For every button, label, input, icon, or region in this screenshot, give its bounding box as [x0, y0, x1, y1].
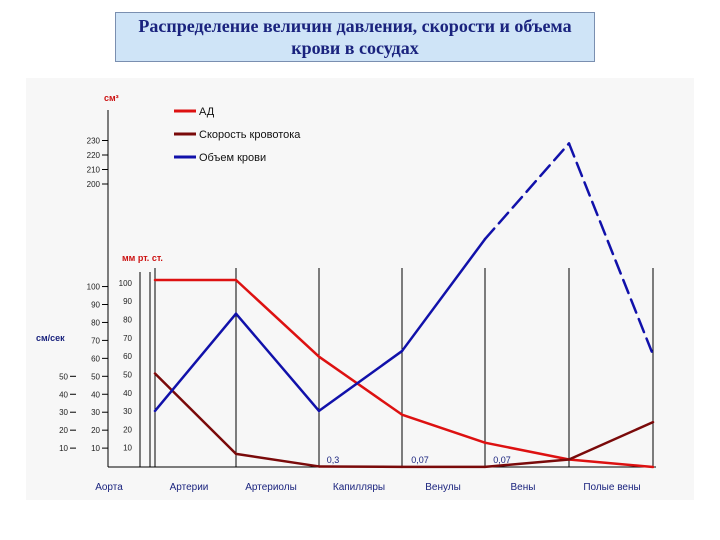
volume-tick-label: 230: [87, 137, 101, 146]
chart-title-box: Распределение величин давления, скорости…: [115, 12, 595, 62]
data-annotation: 0,3: [327, 455, 340, 465]
pressure-tick-label: 60: [123, 352, 132, 361]
category-label: Артериолы: [245, 482, 297, 493]
velocity-short-tick-label: 20: [59, 426, 68, 435]
legend-label: Объем крови: [199, 152, 266, 164]
chart-title: Распределение величин давления, скорости…: [138, 16, 572, 58]
series-segment-2: [153, 372, 238, 456]
category-label: Полые вены: [583, 482, 640, 493]
series-segment-3: [234, 312, 321, 413]
data-annotation: 0,07: [493, 455, 511, 465]
series-segment-1: [483, 441, 571, 461]
series-segment-2: [234, 452, 321, 468]
pressure-tick-label: 50: [123, 370, 132, 379]
velocity-unit-label: см/сек: [36, 333, 65, 343]
pressure-tick-label: 30: [123, 407, 132, 416]
series-segment-3: [483, 142, 571, 241]
pressure-tick-label: 20: [123, 425, 132, 434]
volume-unit-label: см³: [104, 93, 119, 103]
velocity-tick-label: 80: [91, 318, 100, 327]
series-segment-3: [153, 312, 238, 413]
category-label: Венулы: [425, 482, 461, 493]
legend-label: Скорость кровотока: [199, 129, 301, 141]
series-segment-3: [317, 349, 404, 413]
plot-background: [26, 78, 694, 500]
pressure-tick-label: 10: [123, 444, 132, 453]
pressure-unit-label: мм рт. ст.: [122, 253, 163, 263]
volume-tick-label: 210: [87, 166, 101, 175]
velocity-short-tick-label: 40: [59, 390, 68, 399]
velocity-short-tick-label: 10: [59, 444, 68, 453]
velocity-short-tick-label: 50: [59, 372, 68, 381]
series-segment-3: [567, 142, 655, 357]
velocity-tick-label: 40: [91, 390, 100, 399]
velocity-tick-label: 10: [91, 444, 100, 453]
pressure-tick-label: 80: [123, 315, 132, 324]
velocity-tick-label: 50: [91, 372, 100, 381]
series-segment-1: [567, 458, 655, 469]
velocity-tick-label: 70: [91, 336, 100, 345]
volume-tick-label: 200: [87, 180, 101, 189]
legend-label: АД: [199, 106, 215, 118]
category-label: Капилляры: [333, 482, 385, 493]
velocity-tick-label: 60: [91, 354, 100, 363]
series-segment-2: [567, 420, 655, 461]
volume-tick-label: 220: [87, 151, 101, 160]
velocity-tick-label: 90: [91, 300, 100, 309]
velocity-tick-label: 20: [91, 426, 100, 435]
velocity-short-tick-label: 30: [59, 408, 68, 417]
velocity-tick-label: 30: [91, 408, 100, 417]
velocity-tick-label: 100: [87, 283, 101, 292]
category-label: Аорта: [95, 482, 123, 493]
series-segment-1: [317, 355, 404, 416]
pressure-tick-label: 70: [123, 334, 132, 343]
series-segment-3: [400, 237, 487, 353]
category-label: Артерии: [170, 482, 209, 493]
series-segment-1: [234, 278, 321, 358]
pressure-tick-label: 40: [123, 389, 132, 398]
data-annotation: 0,07: [411, 455, 429, 465]
pressure-tick-label: 90: [123, 297, 132, 306]
category-label: Вены: [511, 482, 536, 493]
pressure-tick-label: 100: [119, 279, 133, 288]
series-segment-2: [483, 458, 571, 469]
series-segment-1: [400, 413, 487, 444]
